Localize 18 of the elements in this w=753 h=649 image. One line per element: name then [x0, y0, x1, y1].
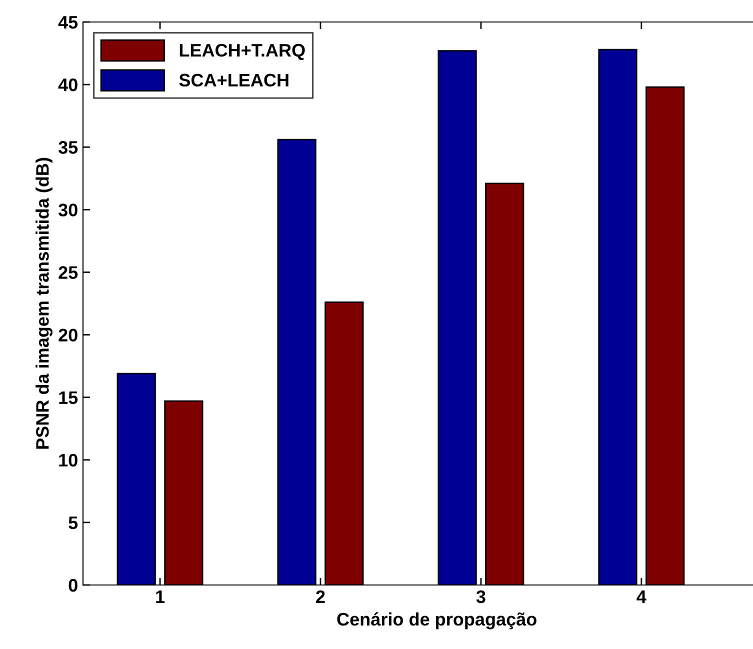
- y-tick-label: 20: [58, 328, 78, 342]
- y-tick-label: 25: [58, 266, 78, 279]
- y-axis-title: PSNR da imagem transmitida (dB): [36, 158, 52, 449]
- y-tick-label: 40: [58, 78, 78, 92]
- x-tick-label: 3: [476, 590, 486, 604]
- x-tick-label: 1: [156, 590, 165, 603]
- y-tick-label: 0: [68, 578, 78, 592]
- legend-label: LEACH+T.ARQ: [180, 44, 305, 60]
- y-tick-label: 15: [59, 391, 78, 404]
- y-tick-label: 35: [58, 141, 78, 154]
- y-tick-label: 45: [58, 16, 78, 29]
- y-tick-label: 30: [58, 204, 78, 216]
- x-tick-label: 2: [316, 590, 325, 603]
- x-axis-title: Cenário de propagação: [337, 612, 536, 630]
- y-tick-label: 10: [59, 454, 78, 467]
- legend-label: SCA+LEACH: [179, 74, 288, 87]
- x-tick-label: 4: [636, 590, 646, 603]
- y-tick-label: 5: [68, 516, 78, 530]
